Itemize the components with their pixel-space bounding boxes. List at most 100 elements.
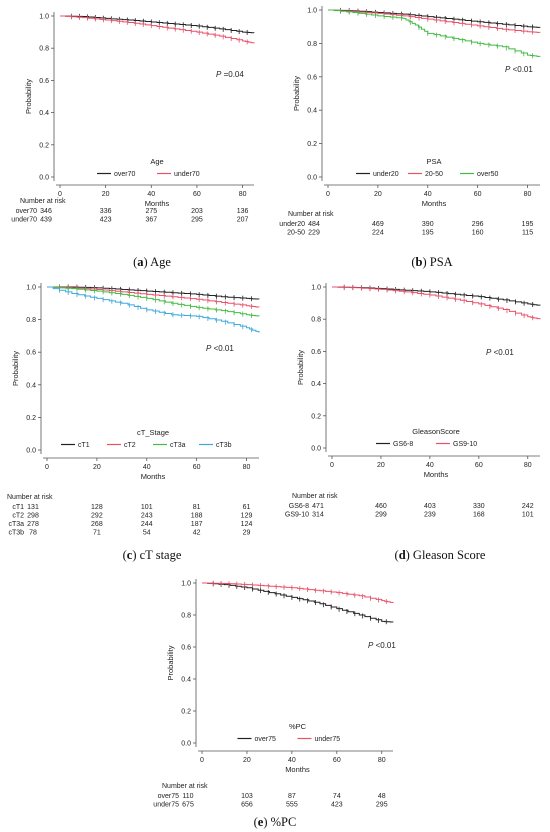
risk-value: 87 — [288, 793, 296, 800]
panel-e: 0.0 0.2 0.4 0.6 0.8 1.0 0 20 40 60 80 Probability Mo… — [153, 579, 396, 829]
x-tick-label: 60 — [193, 464, 201, 471]
x-axis-label: Months — [141, 472, 166, 481]
risk-value: 243 — [141, 513, 153, 520]
y-axis-label: Probability — [296, 350, 305, 385]
risk-row-label: over75 — [158, 793, 180, 800]
risk-value: 484 — [308, 221, 320, 228]
x-tick-label: 40 — [288, 757, 296, 764]
p-value: P =0.04 — [216, 70, 244, 79]
p-value: P <0.01 — [368, 641, 396, 650]
risk-value: 471 — [312, 503, 324, 510]
risk-value: 268 — [91, 521, 103, 528]
y-tick-label: 0.6 — [181, 645, 191, 652]
risk-value: 61 — [243, 504, 251, 511]
x-axis-label: Months — [424, 470, 449, 479]
risk-value: 423 — [100, 217, 112, 224]
y-tick-label: 0.2 — [39, 142, 49, 149]
panel-c: 0.0 0.2 0.4 0.6 0.8 1.0 0 20 40 60 80 Probability Mo… — [7, 283, 260, 562]
risk-value: 42 — [193, 530, 201, 537]
risk-value: 278 — [27, 521, 39, 528]
legend-label: cT2 — [124, 442, 136, 449]
risk-value: 469 — [372, 221, 384, 228]
risk-value: 330 — [473, 503, 485, 510]
risk-title: Number at risk — [288, 211, 334, 218]
x-tick-label: 60 — [193, 191, 201, 198]
legend-label: under75 — [315, 736, 341, 743]
y-tick-label: 0.2 — [311, 413, 321, 420]
risk-value: 292 — [91, 513, 103, 520]
y-tick-label: 0.8 — [307, 41, 317, 48]
y-tick-label: 1.0 — [26, 285, 36, 292]
legend-label: over50 — [477, 171, 499, 178]
p-value: P <0.01 — [505, 65, 533, 74]
risk-value: 29 — [243, 530, 251, 537]
panel-b: 0.0 0.2 0.4 0.6 0.8 1.0 0 20 40 60 80 Probability Mo… — [279, 6, 541, 269]
legend-title: %PC — [289, 722, 307, 731]
risk-value: 367 — [145, 217, 157, 224]
legend-label: over75 — [255, 736, 277, 743]
risk-value: 244 — [141, 521, 153, 528]
risk-row-label: cT3a — [8, 521, 24, 528]
legend-label: cT3b — [216, 442, 232, 449]
x-tick-label: 60 — [333, 757, 341, 764]
risk-value: 275 — [145, 208, 157, 215]
y-tick-label: 0.4 — [26, 382, 36, 389]
x-tick-label: 80 — [524, 191, 532, 198]
panel-caption: (d) Gleason Score — [395, 548, 486, 562]
legend-title: PSA — [426, 157, 441, 166]
risk-value: 423 — [331, 802, 343, 809]
risk-value: 101 — [522, 512, 534, 519]
x-tick-label: 0 — [326, 191, 330, 198]
y-tick-label: 0.0 — [39, 175, 49, 182]
y-axis-label: Probability — [292, 76, 301, 111]
risk-value: 131 — [27, 504, 39, 511]
y-tick-label: 0.6 — [311, 349, 321, 356]
legend-label: cT3a — [170, 442, 186, 449]
y-tick-label: 1.0 — [181, 581, 191, 588]
y-tick-label: 0.0 — [181, 741, 191, 748]
risk-value: 390 — [422, 221, 434, 228]
y-tick-label: 0.4 — [181, 677, 191, 684]
risk-value: 439 — [40, 217, 52, 224]
risk-row-label: 20-50 — [287, 230, 305, 237]
y-tick-label: 0.2 — [307, 141, 317, 148]
panel-caption: (c) cT stage — [123, 548, 182, 562]
x-tick-label: 0 — [45, 464, 49, 471]
risk-value: 296 — [472, 221, 484, 228]
x-tick-label: 20 — [377, 462, 385, 469]
x-tick-label: 80 — [243, 464, 251, 471]
risk-value: 128 — [91, 504, 103, 511]
risk-value: 168 — [473, 512, 485, 519]
y-tick-label: 0.8 — [181, 613, 191, 620]
risk-value: 124 — [241, 521, 253, 528]
risk-value: 295 — [376, 802, 388, 809]
legend-label: cT1 — [78, 442, 90, 449]
risk-title: Number at risk — [7, 494, 53, 501]
risk-value: 555 — [286, 802, 298, 809]
x-tick-label: 20 — [102, 191, 110, 198]
risk-row-label: cT2 — [12, 513, 24, 520]
legend-label: under70 — [174, 171, 200, 178]
risk-value: 71 — [93, 530, 101, 537]
panel-caption: (b) PSA — [411, 255, 452, 269]
risk-value: 78 — [29, 530, 37, 537]
panel-caption: (e) %PC — [254, 815, 297, 829]
y-tick-label: 1.0 — [39, 14, 49, 21]
y-tick-label: 0.6 — [26, 350, 36, 357]
y-tick-label: 0.8 — [311, 317, 321, 324]
risk-row-label: under70 — [11, 217, 37, 224]
risk-value: 298 — [27, 513, 39, 520]
p-value: P <0.01 — [206, 344, 234, 353]
legend-label: GS6-8 — [393, 441, 413, 448]
risk-title: Number at risk — [20, 198, 66, 205]
risk-row-label: cT3b — [8, 530, 24, 537]
risk-value: 346 — [40, 208, 52, 215]
risk-value: 299 — [375, 512, 387, 519]
x-tick-label: 40 — [424, 191, 432, 198]
x-tick-label: 80 — [524, 462, 532, 469]
risk-row-label: GS9-10 — [285, 512, 309, 519]
risk-value: 239 — [424, 512, 436, 519]
y-tick-label: 1.0 — [307, 8, 317, 15]
y-axis-label: Probability — [166, 645, 175, 680]
